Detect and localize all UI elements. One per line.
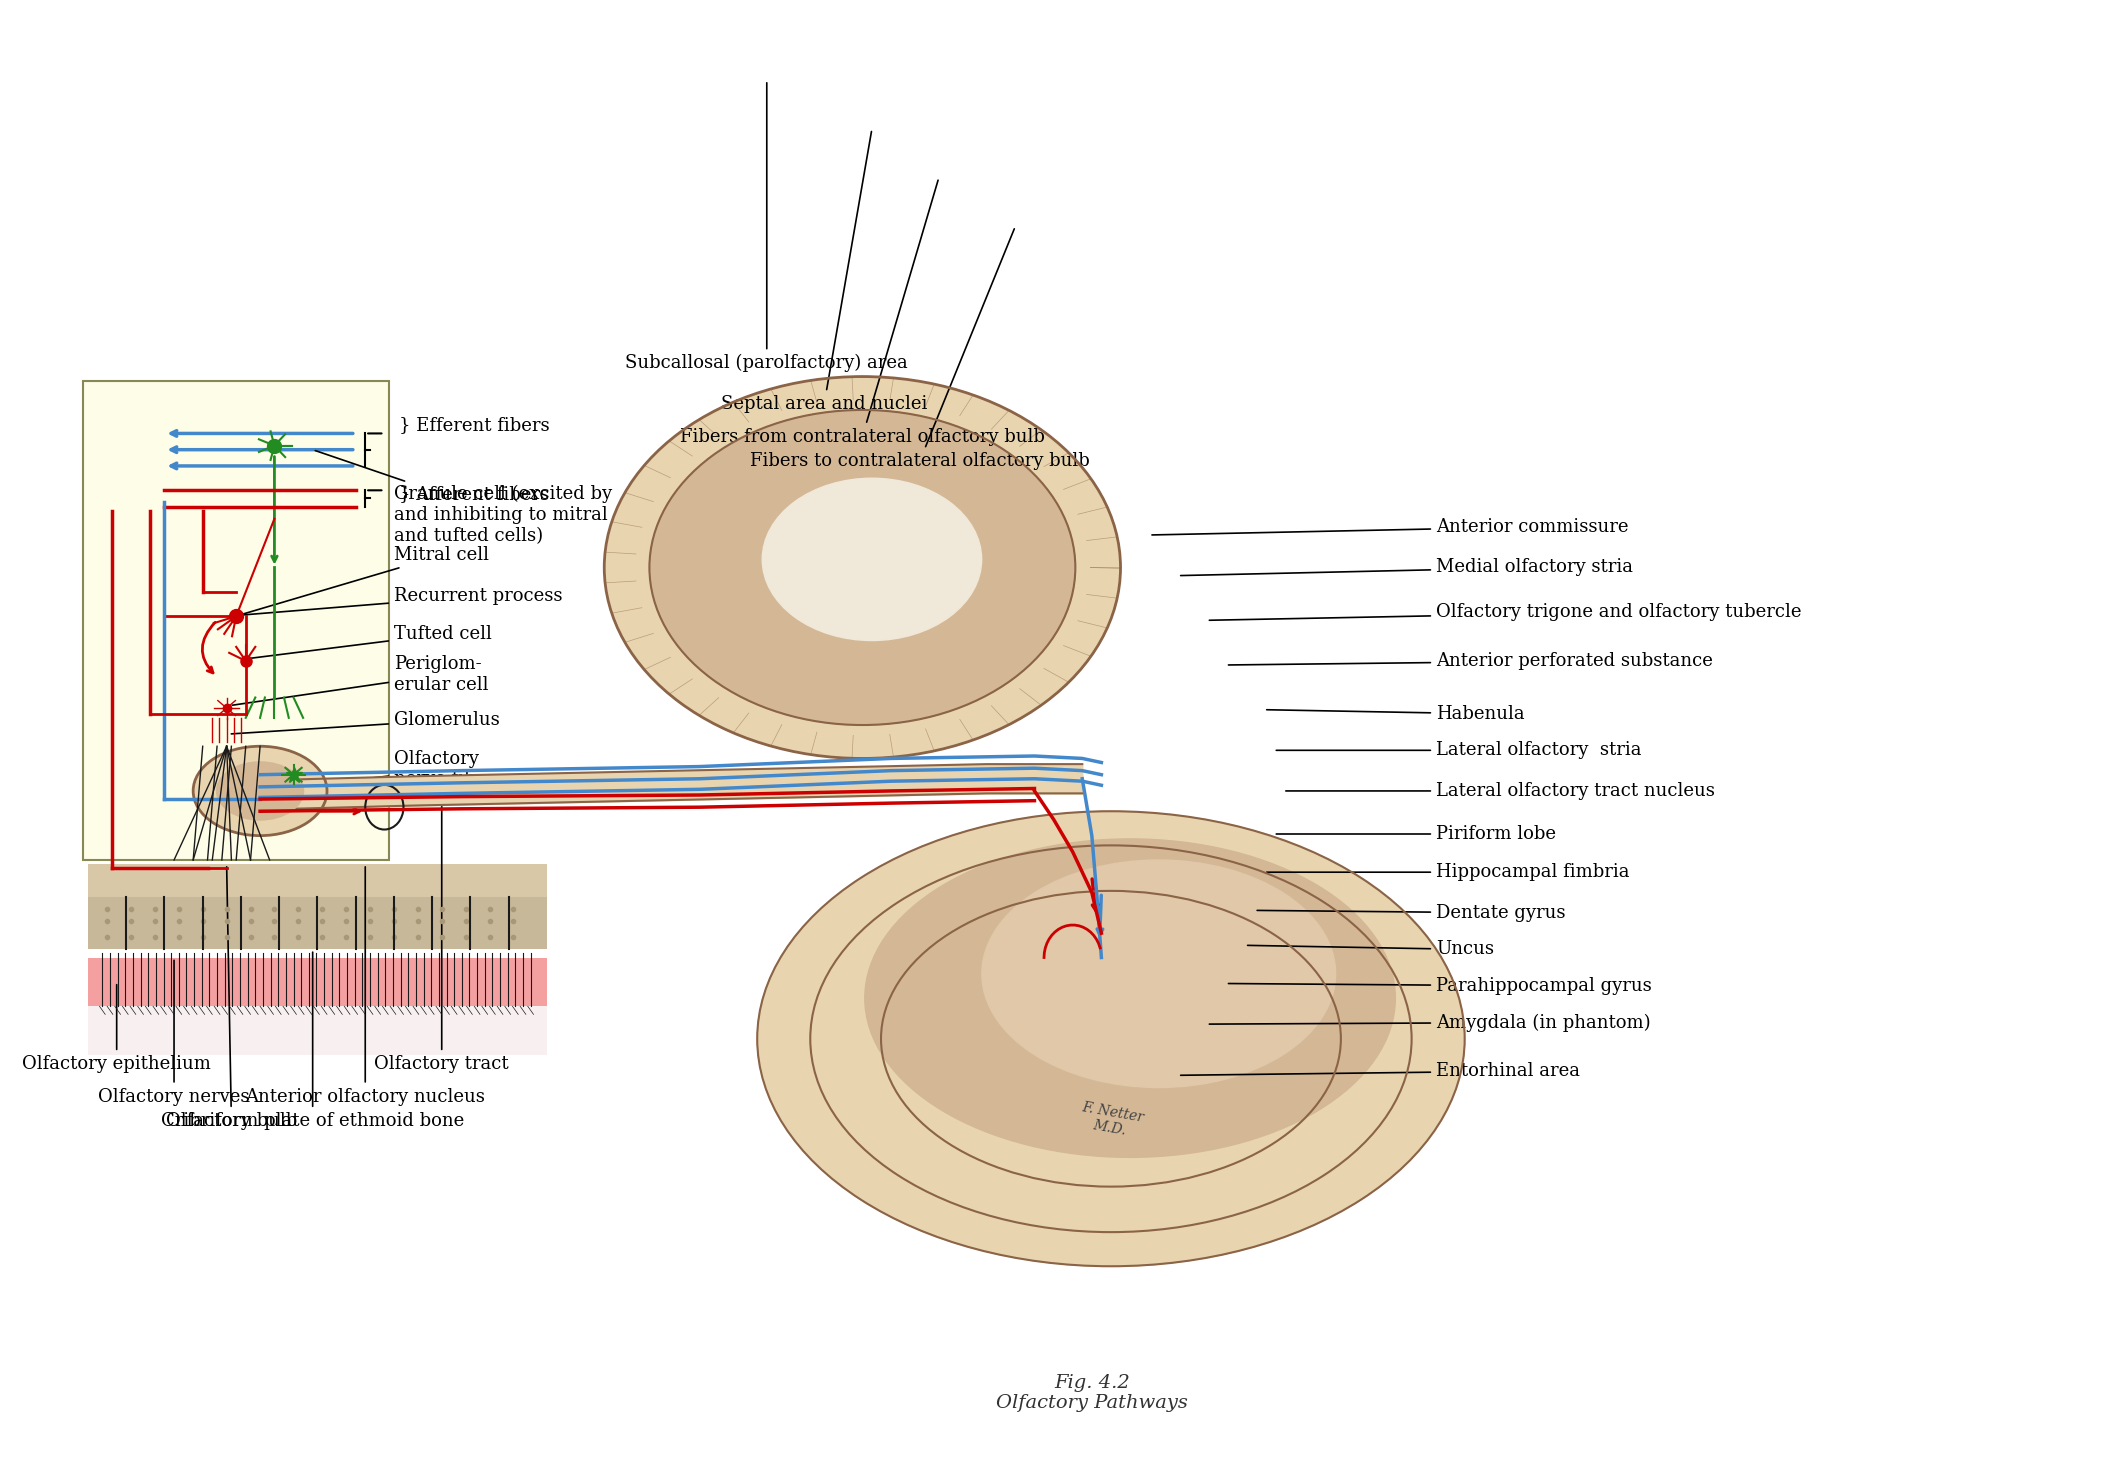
Text: Medial olfactory stria: Medial olfactory stria xyxy=(1182,559,1632,577)
Text: Glomerulus: Glomerulus xyxy=(232,711,499,734)
Text: Olfactory epithelium: Olfactory epithelium xyxy=(21,984,210,1073)
Text: } Afferent fibers: } Afferent fibers xyxy=(400,485,548,504)
Text: Lateral olfactory  stria: Lateral olfactory stria xyxy=(1277,742,1640,759)
Text: Fibers from contralateral olfactory bulb: Fibers from contralateral olfactory bulb xyxy=(680,180,1046,445)
Text: Recurrent process: Recurrent process xyxy=(230,587,563,616)
Text: Septal area and nuclei: Septal area and nuclei xyxy=(720,131,926,413)
Text: Anterior olfactory nucleus: Anterior olfactory nucleus xyxy=(244,867,484,1105)
Ellipse shape xyxy=(193,746,327,835)
Text: Hippocampal fimbria: Hippocampal fimbria xyxy=(1266,863,1630,882)
Text: Olfactory tract: Olfactory tract xyxy=(374,806,510,1073)
Text: Olfactory nerves: Olfactory nerves xyxy=(98,961,251,1105)
Text: Granule cell (excited by
and inhibiting to mitral
and tufted cells): Granule cell (excited by and inhibiting … xyxy=(314,451,612,545)
Ellipse shape xyxy=(650,410,1075,726)
Text: Olfactory bulb: Olfactory bulb xyxy=(166,867,298,1130)
Text: Parahippocampal gyrus: Parahippocampal gyrus xyxy=(1228,977,1651,994)
Text: } Efferent fibers: } Efferent fibers xyxy=(400,416,550,434)
Text: Mitral cell: Mitral cell xyxy=(244,546,489,613)
Ellipse shape xyxy=(217,762,304,821)
Text: Uncus: Uncus xyxy=(1247,940,1494,958)
Ellipse shape xyxy=(756,812,1464,1266)
Ellipse shape xyxy=(865,839,1396,1158)
Ellipse shape xyxy=(982,860,1337,1088)
Text: Periglom-
erular cell: Periglom- erular cell xyxy=(232,656,489,705)
Text: Entorhinal area: Entorhinal area xyxy=(1182,1063,1581,1080)
Text: Anterior commissure: Anterior commissure xyxy=(1152,518,1628,536)
Text: Habenula: Habenula xyxy=(1266,705,1524,723)
Text: Olfactory trigone and olfactory tubercle: Olfactory trigone and olfactory tubercle xyxy=(1209,603,1802,620)
Text: Amygdala (in phantom): Amygdala (in phantom) xyxy=(1209,1013,1651,1032)
Ellipse shape xyxy=(763,479,982,641)
Text: Fibers to contralateral olfactory bulb: Fibers to contralateral olfactory bulb xyxy=(750,229,1090,470)
Text: F. Netter
M.D.: F. Netter M.D. xyxy=(1077,1099,1145,1140)
FancyBboxPatch shape xyxy=(87,896,546,949)
FancyBboxPatch shape xyxy=(87,864,546,896)
Text: Tufted cell: Tufted cell xyxy=(251,625,491,658)
Text: Dentate gyrus: Dentate gyrus xyxy=(1258,904,1566,921)
Text: Piriform lobe: Piriform lobe xyxy=(1277,825,1556,842)
FancyBboxPatch shape xyxy=(83,381,389,860)
Text: Anterior perforated substance: Anterior perforated substance xyxy=(1228,653,1713,670)
Text: Fig. 4.2
Olfactory Pathways: Fig. 4.2 Olfactory Pathways xyxy=(997,1374,1188,1412)
Ellipse shape xyxy=(604,377,1120,758)
FancyBboxPatch shape xyxy=(87,958,546,1006)
Text: Olfactory
nerve fibers: Olfactory nerve fibers xyxy=(230,749,504,794)
Text: Subcallosal (parolfactory) area: Subcallosal (parolfactory) area xyxy=(625,83,907,372)
Text: Cribriform plate of ethmoid bone: Cribriform plate of ethmoid bone xyxy=(162,952,463,1130)
Text: Lateral olfactory tract nucleus: Lateral olfactory tract nucleus xyxy=(1286,783,1715,800)
FancyBboxPatch shape xyxy=(87,1006,546,1056)
